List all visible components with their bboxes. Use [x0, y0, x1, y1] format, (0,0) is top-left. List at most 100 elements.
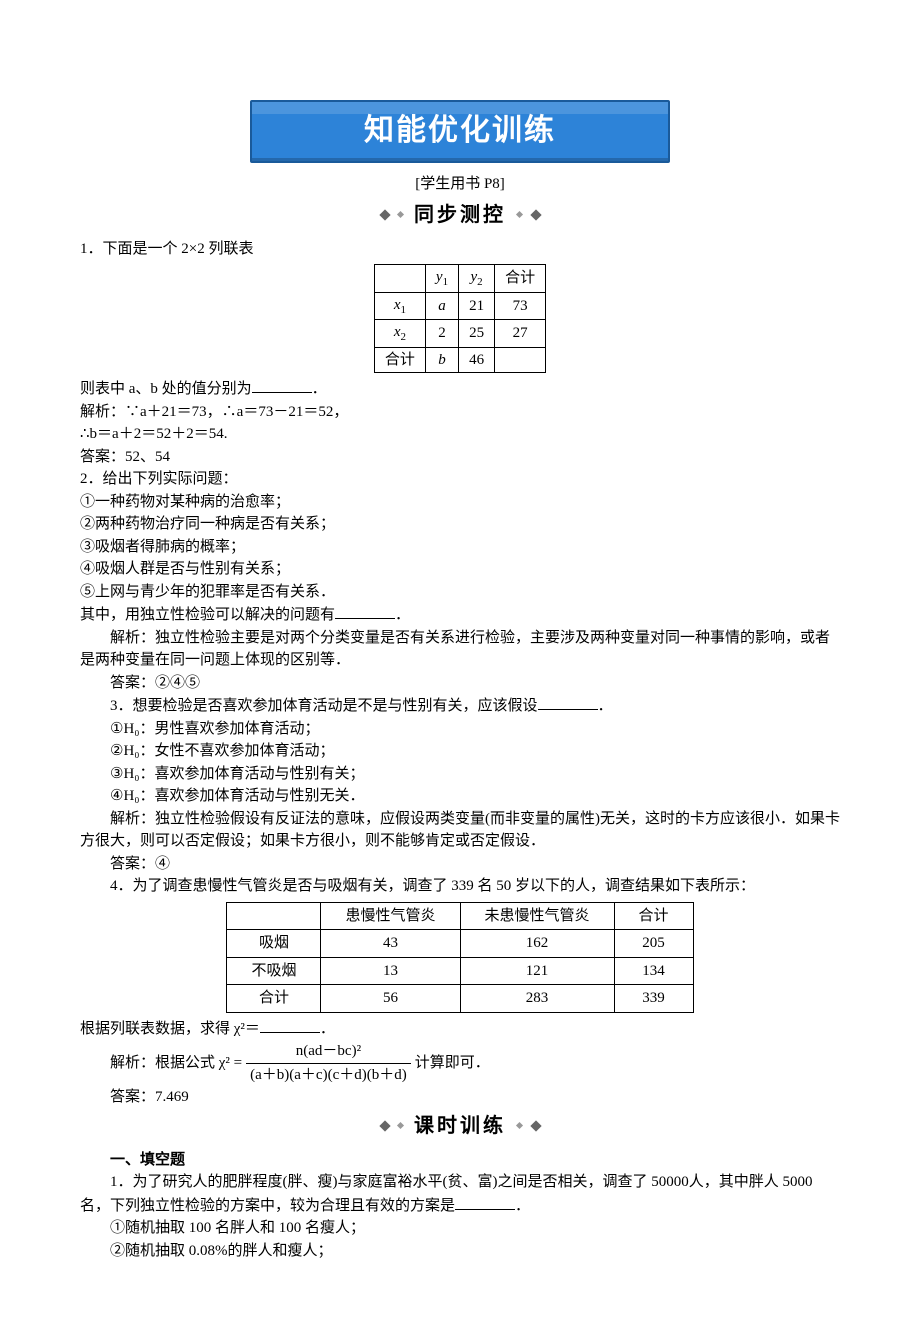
- diamond-icon: [379, 1120, 390, 1131]
- banner-bg: 知能优化训练: [250, 100, 670, 163]
- diamond-icon: [379, 209, 390, 220]
- cell: 162: [460, 930, 614, 958]
- q2-item5: ⑤上网与青少年的犯罪率是否有关系．: [80, 581, 840, 604]
- cell: 134: [614, 957, 693, 985]
- q3-item1: ①H₀：男性喜欢参加体育活动；: [80, 718, 840, 741]
- q2-answer: 答案：②④⑤: [80, 672, 840, 695]
- numerator: n(ad－bc)²: [246, 1040, 411, 1064]
- q2-item2: ②两种药物治疗同一种病是否有关系；: [80, 513, 840, 536]
- text: 根据列联表数据，求得 χ²＝: [80, 1021, 260, 1037]
- q4-formula: 解析：根据公式 χ² = n(ad－bc)² (a＋b)(a＋c)(c＋d)(b…: [80, 1040, 840, 1086]
- q4-fill: 根据列联表数据，求得 χ²＝．: [80, 1017, 840, 1041]
- cell: 吸烟: [227, 930, 321, 958]
- cell: y1: [425, 265, 458, 293]
- cell: 283: [460, 985, 614, 1013]
- diamond-icon: [516, 1122, 523, 1129]
- blank-line: [538, 694, 598, 710]
- section-label-sync: 同步测控: [414, 200, 506, 230]
- cell: 205: [614, 930, 693, 958]
- cell: [227, 902, 321, 930]
- cell: 56: [321, 985, 460, 1013]
- p2-q1: 1．为了研究人的肥胖程度(胖、瘦)与家庭富裕水平(贫、富)之间是否相关，调查了 …: [80, 1171, 840, 1217]
- q4-answer: 答案：7.469: [80, 1086, 840, 1109]
- text: 3．想要检验是否喜欢参加体育活动是不是与性别有关，应该假设: [110, 698, 538, 714]
- cell: [374, 265, 425, 293]
- q2-item3: ③吸烟者得肺病的概率；: [80, 536, 840, 559]
- cell: 2: [425, 320, 458, 348]
- blank-line: [455, 1194, 515, 1210]
- q1-lead: 1．下面是一个 2×2 列联表: [80, 238, 840, 261]
- q2-lead: 2．给出下列实际问题：: [80, 468, 840, 491]
- banner-title: 知能优化训练: [364, 114, 556, 147]
- page-container: 知能优化训练 [学生用书 P8] 同步测控 1．下面是一个 2×2 列联表 y1…: [0, 0, 920, 1322]
- cell: [495, 347, 546, 373]
- part2-heading: 一、填空题: [80, 1149, 840, 1172]
- diamond-icon: [530, 209, 541, 220]
- student-book-ref: [学生用书 P8]: [80, 173, 840, 196]
- cell: b: [425, 347, 458, 373]
- section-label-practice: 课时训练: [414, 1111, 506, 1141]
- title-banner: 知能优化训练: [250, 100, 670, 163]
- denominator: (a＋b)(a＋c)(c＋d)(b＋d): [246, 1064, 411, 1087]
- table-row: x1 a 21 73: [374, 292, 545, 320]
- cell: 13: [321, 957, 460, 985]
- cell: 339: [614, 985, 693, 1013]
- q1-solution-line2: ∴b＝a＋2＝52＋2＝54.: [80, 423, 840, 446]
- cell: 73: [495, 292, 546, 320]
- formula-pre: 解析：根据公式 χ² =: [80, 1052, 242, 1075]
- cell: 46: [459, 347, 495, 373]
- cell: x1: [374, 292, 425, 320]
- q3-solution: 解析：独立性检验假设有反证法的意味，应假设两类变量(而非变量的属性)无关，这时的…: [80, 808, 840, 853]
- section-divider-1: 同步测控: [80, 200, 840, 230]
- q4-lead: 4．为了调查患慢性气管炎是否与吸烟有关，调查了 339 名 50 岁以下的人，调…: [80, 875, 840, 898]
- q2-item4: ④吸烟人群是否与性别有关系；: [80, 558, 840, 581]
- text: 则表中 a、b 处的值分别为: [80, 381, 252, 397]
- formula-post: 计算即可．: [415, 1052, 490, 1075]
- q2-item1: ①一种药物对某种病的治愈率；: [80, 491, 840, 514]
- cell: 合计: [614, 902, 693, 930]
- cell: 21: [459, 292, 495, 320]
- cell: 合计: [495, 265, 546, 293]
- cell: 43: [321, 930, 460, 958]
- q3-item3: ③H₀：喜欢参加体育活动与性别有关；: [80, 763, 840, 786]
- cell: y2: [459, 265, 495, 293]
- cell: 合计: [374, 347, 425, 373]
- p2-item2: ②随机抽取 0.08%的胖人和瘦人；: [80, 1240, 840, 1263]
- table-row: 合计 56 283 339: [227, 985, 693, 1013]
- cell: 未患慢性气管炎: [460, 902, 614, 930]
- q1-fill: 则表中 a、b 处的值分别为．: [80, 377, 840, 401]
- table-row: 不吸烟 13 121 134: [227, 957, 693, 985]
- table-row: 合计 b 46: [374, 347, 545, 373]
- cell: 25: [459, 320, 495, 348]
- q1-answer: 答案：52、54: [80, 446, 840, 469]
- blank-line: [260, 1017, 320, 1033]
- diamond-icon: [397, 1122, 404, 1129]
- diamond-icon: [530, 1120, 541, 1131]
- q1-table: y1 y2 合计 x1 a 21 73 x2 2 25 27 合计 b 46: [374, 264, 546, 373]
- q3-answer: 答案：④: [80, 853, 840, 876]
- q4-table: 患慢性气管炎 未患慢性气管炎 合计 吸烟 43 162 205 不吸烟 13 1…: [226, 902, 693, 1013]
- cell: 27: [495, 320, 546, 348]
- cell: 不吸烟: [227, 957, 321, 985]
- fraction: n(ad－bc)² (a＋b)(a＋c)(c＋d)(b＋d): [246, 1040, 411, 1086]
- table-row: 吸烟 43 162 205: [227, 930, 693, 958]
- diamond-icon: [516, 211, 523, 218]
- cell: 合计: [227, 985, 321, 1013]
- q3-lead: 3．想要检验是否喜欢参加体育活动是不是与性别有关，应该假设．: [80, 694, 840, 718]
- text: 其中，用独立性检验可以解决的问题有: [80, 607, 335, 623]
- cell: x2: [374, 320, 425, 348]
- cell: 患慢性气管炎: [321, 902, 460, 930]
- cell: a: [425, 292, 458, 320]
- q3-item4: ④H₀：喜欢参加体育活动与性别无关．: [80, 785, 840, 808]
- diamond-icon: [397, 211, 404, 218]
- table-row: 患慢性气管炎 未患慢性气管炎 合计: [227, 902, 693, 930]
- blank-line: [335, 603, 395, 619]
- p2-item1: ①随机抽取 100 名胖人和 100 名瘦人；: [80, 1217, 840, 1240]
- q3-item2: ②H₀：女性不喜欢参加体育活动；: [80, 740, 840, 763]
- blank-line: [252, 377, 312, 393]
- q1-solution-line1: 解析：∵a＋21＝73，∴a＝73－21＝52，: [80, 401, 840, 424]
- table-row: x2 2 25 27: [374, 320, 545, 348]
- cell: 121: [460, 957, 614, 985]
- q2-fill: 其中，用独立性检验可以解决的问题有．: [80, 603, 840, 627]
- text: 1．为了研究人的肥胖程度(胖、瘦)与家庭富裕水平(贫、富)之间是否相关，调查了 …: [80, 1174, 813, 1214]
